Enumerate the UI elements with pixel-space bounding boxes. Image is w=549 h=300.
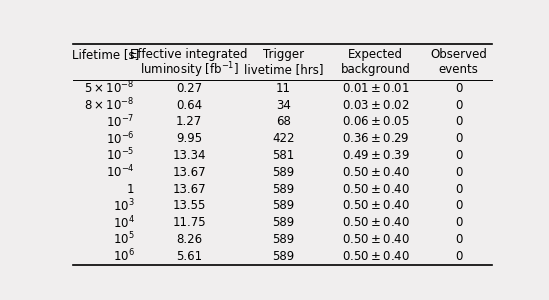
Text: $0.03 \pm 0.02$: $0.03 \pm 0.02$ xyxy=(342,99,410,112)
Text: 589: 589 xyxy=(272,183,295,196)
Text: 0: 0 xyxy=(455,116,462,128)
Text: $5 \times 10^{-8}$: $5 \times 10^{-8}$ xyxy=(84,80,135,97)
Text: 589: 589 xyxy=(272,200,295,212)
Text: $0.50 \pm 0.40$: $0.50 \pm 0.40$ xyxy=(341,200,410,212)
Text: $0.36 \pm 0.29$: $0.36 \pm 0.29$ xyxy=(342,132,409,145)
Text: Effective integrated: Effective integrated xyxy=(131,48,248,61)
Text: $0.01 \pm 0.01$: $0.01 \pm 0.01$ xyxy=(342,82,410,95)
Text: 11: 11 xyxy=(276,82,291,95)
Text: 589: 589 xyxy=(272,166,295,179)
Text: $10^{4}$: $10^{4}$ xyxy=(113,214,135,231)
Text: 0.64: 0.64 xyxy=(176,99,202,112)
Text: 589: 589 xyxy=(272,233,295,246)
Text: 13.34: 13.34 xyxy=(172,149,206,162)
Text: 581: 581 xyxy=(272,149,295,162)
Text: $1$: $1$ xyxy=(126,183,135,196)
Text: 589: 589 xyxy=(272,250,295,263)
Text: $0.50 \pm 0.40$: $0.50 \pm 0.40$ xyxy=(341,183,410,196)
Text: 0: 0 xyxy=(455,149,462,162)
Text: $10^{-6}$: $10^{-6}$ xyxy=(106,130,135,147)
Text: 13.67: 13.67 xyxy=(172,166,206,179)
Text: $0.50 \pm 0.40$: $0.50 \pm 0.40$ xyxy=(341,166,410,179)
Text: $10^{6}$: $10^{6}$ xyxy=(113,248,135,265)
Text: 422: 422 xyxy=(272,132,295,145)
Text: 5.61: 5.61 xyxy=(176,250,202,263)
Text: $10^{-5}$: $10^{-5}$ xyxy=(106,147,135,164)
Text: $10^{3}$: $10^{3}$ xyxy=(113,198,135,214)
Text: $10^{5}$: $10^{5}$ xyxy=(113,231,135,248)
Text: 11.75: 11.75 xyxy=(172,216,206,229)
Text: 0.27: 0.27 xyxy=(176,82,202,95)
Text: 0: 0 xyxy=(455,166,462,179)
Text: livetime [hrs]: livetime [hrs] xyxy=(244,63,323,76)
Text: 0: 0 xyxy=(455,99,462,112)
Text: $10^{-7}$: $10^{-7}$ xyxy=(106,114,135,130)
Text: 68: 68 xyxy=(276,116,291,128)
Text: $10^{-4}$: $10^{-4}$ xyxy=(106,164,135,181)
Text: background: background xyxy=(341,63,411,76)
Text: 0: 0 xyxy=(455,183,462,196)
Text: 0: 0 xyxy=(455,200,462,212)
Text: $0.50 \pm 0.40$: $0.50 \pm 0.40$ xyxy=(341,216,410,229)
Text: Lifetime [s]: Lifetime [s] xyxy=(72,48,139,61)
Text: 13.67: 13.67 xyxy=(172,183,206,196)
Text: 0: 0 xyxy=(455,233,462,246)
Text: Observed: Observed xyxy=(430,48,487,61)
Text: 0: 0 xyxy=(455,216,462,229)
Text: $0.06 \pm 0.05$: $0.06 \pm 0.05$ xyxy=(342,116,410,128)
Text: $0.49 \pm 0.39$: $0.49 \pm 0.39$ xyxy=(341,149,410,162)
Text: $0.50 \pm 0.40$: $0.50 \pm 0.40$ xyxy=(341,233,410,246)
Text: 34: 34 xyxy=(276,99,291,112)
Text: 589: 589 xyxy=(272,216,295,229)
Text: events: events xyxy=(439,63,478,76)
Text: Trigger: Trigger xyxy=(263,48,304,61)
Text: 1.27: 1.27 xyxy=(176,116,202,128)
Text: 0: 0 xyxy=(455,250,462,263)
Text: $0.50 \pm 0.40$: $0.50 \pm 0.40$ xyxy=(341,250,410,263)
Text: 13.55: 13.55 xyxy=(172,200,206,212)
Text: 0: 0 xyxy=(455,82,462,95)
Text: 0: 0 xyxy=(455,132,462,145)
Text: Expected: Expected xyxy=(348,48,403,61)
Text: $8 \times 10^{-8}$: $8 \times 10^{-8}$ xyxy=(84,97,135,113)
Text: 8.26: 8.26 xyxy=(176,233,202,246)
Text: 9.95: 9.95 xyxy=(176,132,202,145)
Text: luminosity [fb$^{-1}$]: luminosity [fb$^{-1}$] xyxy=(139,60,239,80)
